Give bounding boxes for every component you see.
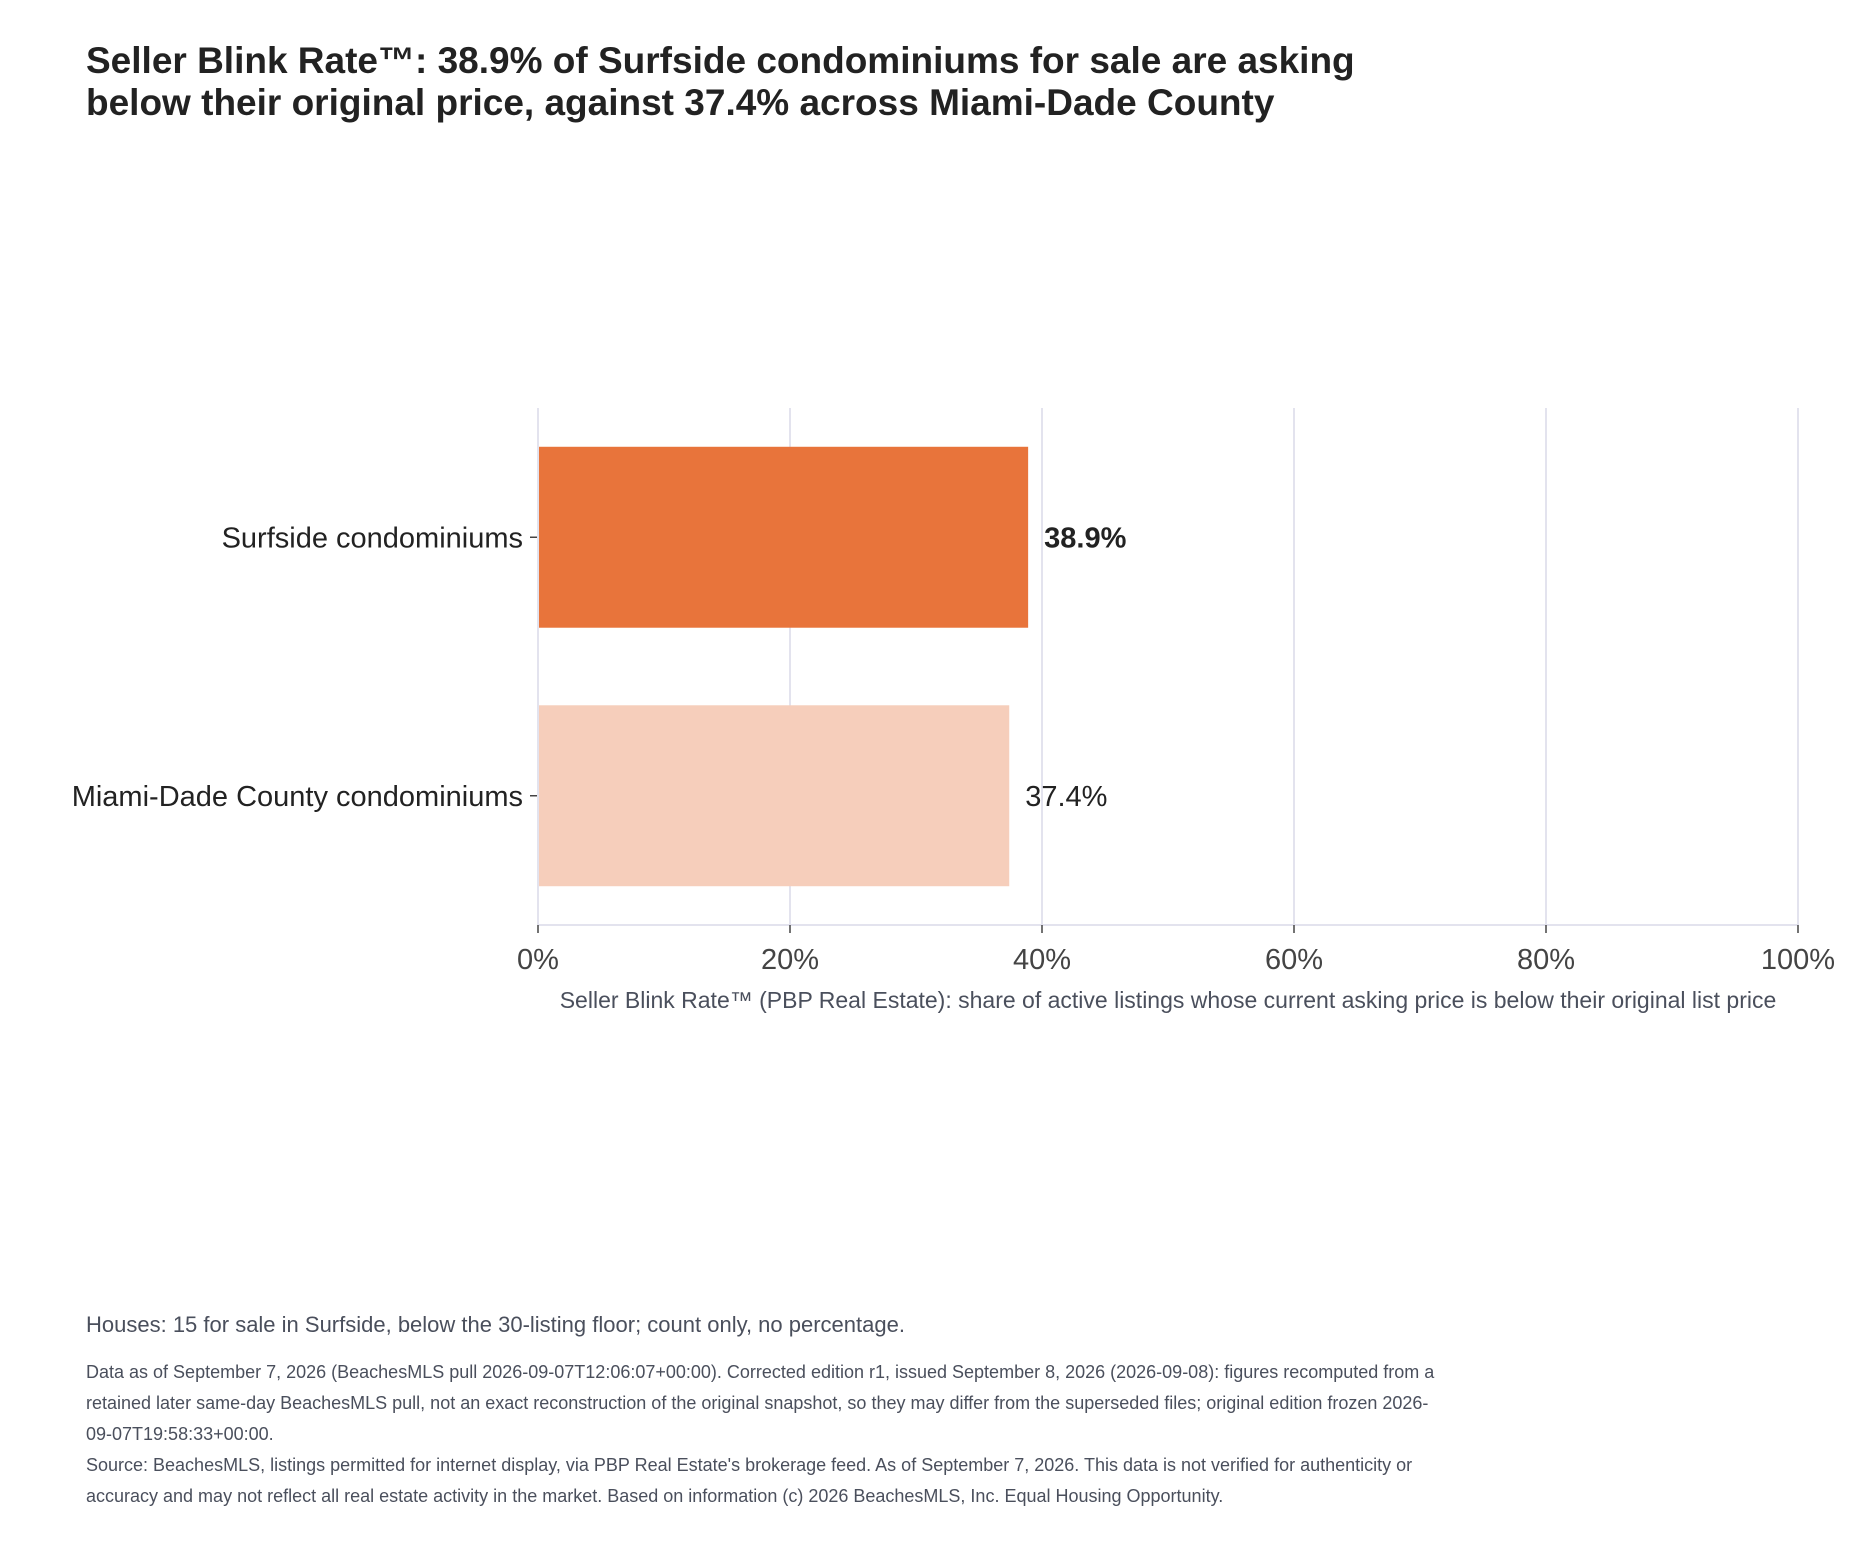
houses-note: Houses: 15 for sale in Surfside, below t… bbox=[86, 1312, 905, 1337]
chart-title: Seller Blink Rate™: 38.9% of Surfside co… bbox=[86, 40, 1355, 123]
x-tick-label-4: 80% bbox=[1517, 944, 1575, 976]
data-note: Data as of September 7, 2026 (BeachesMLS… bbox=[86, 1362, 1435, 1444]
y-tick-label-1: Miami-Dade County condominiums bbox=[72, 781, 523, 813]
x-tick-label-2: 40% bbox=[1013, 944, 1071, 976]
x-tick-label-3: 60% bbox=[1265, 944, 1323, 976]
value-label-1: 37.4% bbox=[1025, 781, 1107, 813]
value-label-0: 38.9% bbox=[1044, 522, 1126, 554]
y-axis: Surfside condominiums Miami-Dade County c… bbox=[72, 408, 539, 925]
bar-chart: 0% 20% 40% 60% 80% 100% Surfside condominiums… bbox=[72, 408, 1835, 1013]
bars bbox=[538, 446, 1029, 887]
x-axis-label: Seller Blink Rate™ (PBP Real Estate): sh… bbox=[560, 987, 1777, 1013]
x-tick-label-1: 20% bbox=[761, 944, 819, 976]
y-tick-label-0: Surfside condominiums bbox=[222, 522, 523, 554]
source-note: Source: BeachesMLS, listings permitted f… bbox=[86, 1455, 1413, 1506]
x-axis: 0% 20% 40% 60% 80% 100% bbox=[517, 924, 1835, 976]
bar-1 bbox=[538, 705, 1010, 887]
footer: Data as of September 7, 2026 (BeachesMLS… bbox=[86, 1357, 1446, 1512]
x-tick-label-0: 0% bbox=[517, 944, 559, 976]
value-labels: 38.9% 37.4% bbox=[1025, 522, 1126, 813]
x-tick-label-5: 100% bbox=[1761, 944, 1835, 976]
bar-0 bbox=[538, 446, 1029, 628]
